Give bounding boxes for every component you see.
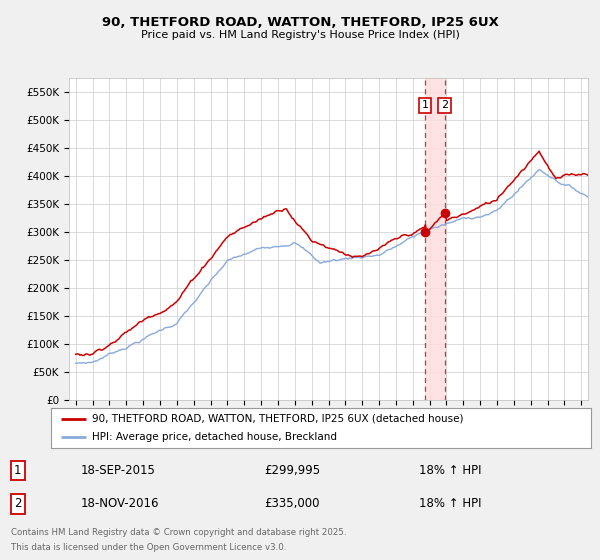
Text: 18% ↑ HPI: 18% ↑ HPI (419, 464, 481, 477)
Text: 2: 2 (441, 100, 448, 110)
Text: 1: 1 (421, 100, 428, 110)
Text: 1: 1 (14, 464, 22, 477)
Text: £335,000: £335,000 (265, 497, 320, 510)
Text: £299,995: £299,995 (265, 464, 320, 477)
Text: 90, THETFORD ROAD, WATTON, THETFORD, IP25 6UX: 90, THETFORD ROAD, WATTON, THETFORD, IP2… (101, 16, 499, 29)
Text: 2: 2 (14, 497, 22, 510)
Text: Price paid vs. HM Land Registry's House Price Index (HPI): Price paid vs. HM Land Registry's House … (140, 30, 460, 40)
Text: 18-NOV-2016: 18-NOV-2016 (80, 497, 159, 510)
Text: Contains HM Land Registry data © Crown copyright and database right 2025.: Contains HM Land Registry data © Crown c… (11, 529, 346, 538)
Text: 18% ↑ HPI: 18% ↑ HPI (419, 497, 481, 510)
Text: 90, THETFORD ROAD, WATTON, THETFORD, IP25 6UX (detached house): 90, THETFORD ROAD, WATTON, THETFORD, IP2… (91, 414, 463, 423)
Bar (425, 78, 445, 400)
Text: 18-SEP-2015: 18-SEP-2015 (80, 464, 155, 477)
Text: HPI: Average price, detached house, Breckland: HPI: Average price, detached house, Brec… (91, 432, 337, 442)
Text: This data is licensed under the Open Government Licence v3.0.: This data is licensed under the Open Gov… (11, 543, 286, 552)
